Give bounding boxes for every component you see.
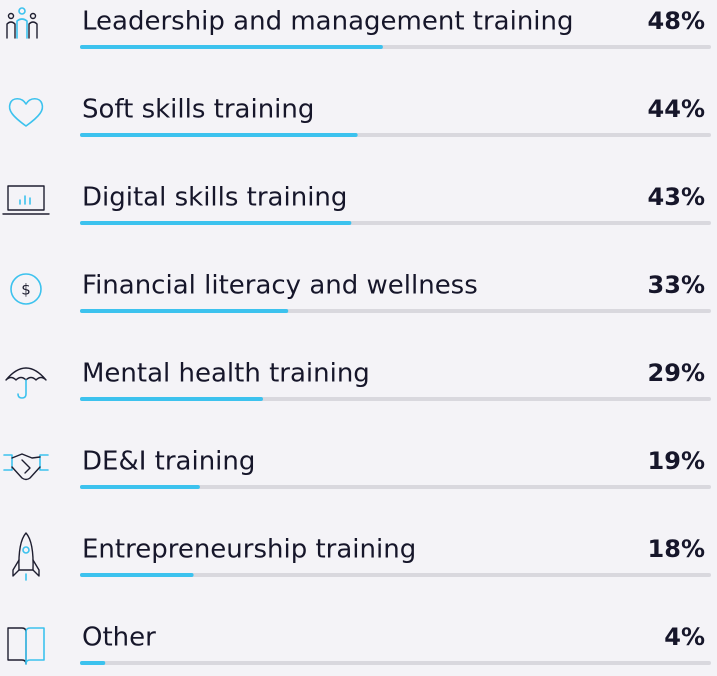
bar	[80, 573, 194, 577]
track	[80, 485, 711, 489]
bar	[80, 221, 352, 225]
value-label: 43%	[648, 183, 705, 211]
icon-book	[7, 627, 45, 665]
icon-dollar: $	[10, 273, 42, 305]
value-label: 44%	[648, 95, 705, 123]
value-label: 18%	[648, 535, 705, 563]
bar	[80, 133, 358, 137]
value-label: 48%	[648, 7, 705, 35]
value-label: 33%	[648, 271, 705, 299]
category-label: Entrepreneurship training	[82, 535, 416, 565]
category-label: Financial literacy and wellness	[82, 271, 478, 301]
bar	[80, 309, 289, 313]
bar	[80, 397, 263, 401]
category-label: Mental health training	[82, 359, 370, 389]
category-label: Other	[82, 623, 156, 653]
category-label: Leadership and management training	[82, 7, 574, 37]
bar	[80, 45, 383, 49]
icons: $	[2, 7, 50, 665]
value-label: 4%	[664, 623, 705, 651]
svg-text:$: $	[21, 281, 31, 299]
category-label: Digital skills training	[82, 183, 347, 213]
value-label: 19%	[648, 447, 705, 475]
category-label: Soft skills training	[82, 95, 314, 125]
category-label: DE&I training	[82, 447, 255, 477]
track	[80, 661, 711, 665]
track	[80, 573, 711, 577]
bar	[80, 485, 200, 489]
icon-heart	[8, 97, 44, 127]
bar	[80, 661, 106, 665]
value-label: 29%	[648, 359, 705, 387]
icon-rocket	[12, 532, 40, 581]
icon-handshake	[3, 453, 49, 481]
icon-umbrella	[5, 367, 47, 399]
icon-laptop	[2, 185, 50, 215]
icon-people	[6, 7, 38, 39]
